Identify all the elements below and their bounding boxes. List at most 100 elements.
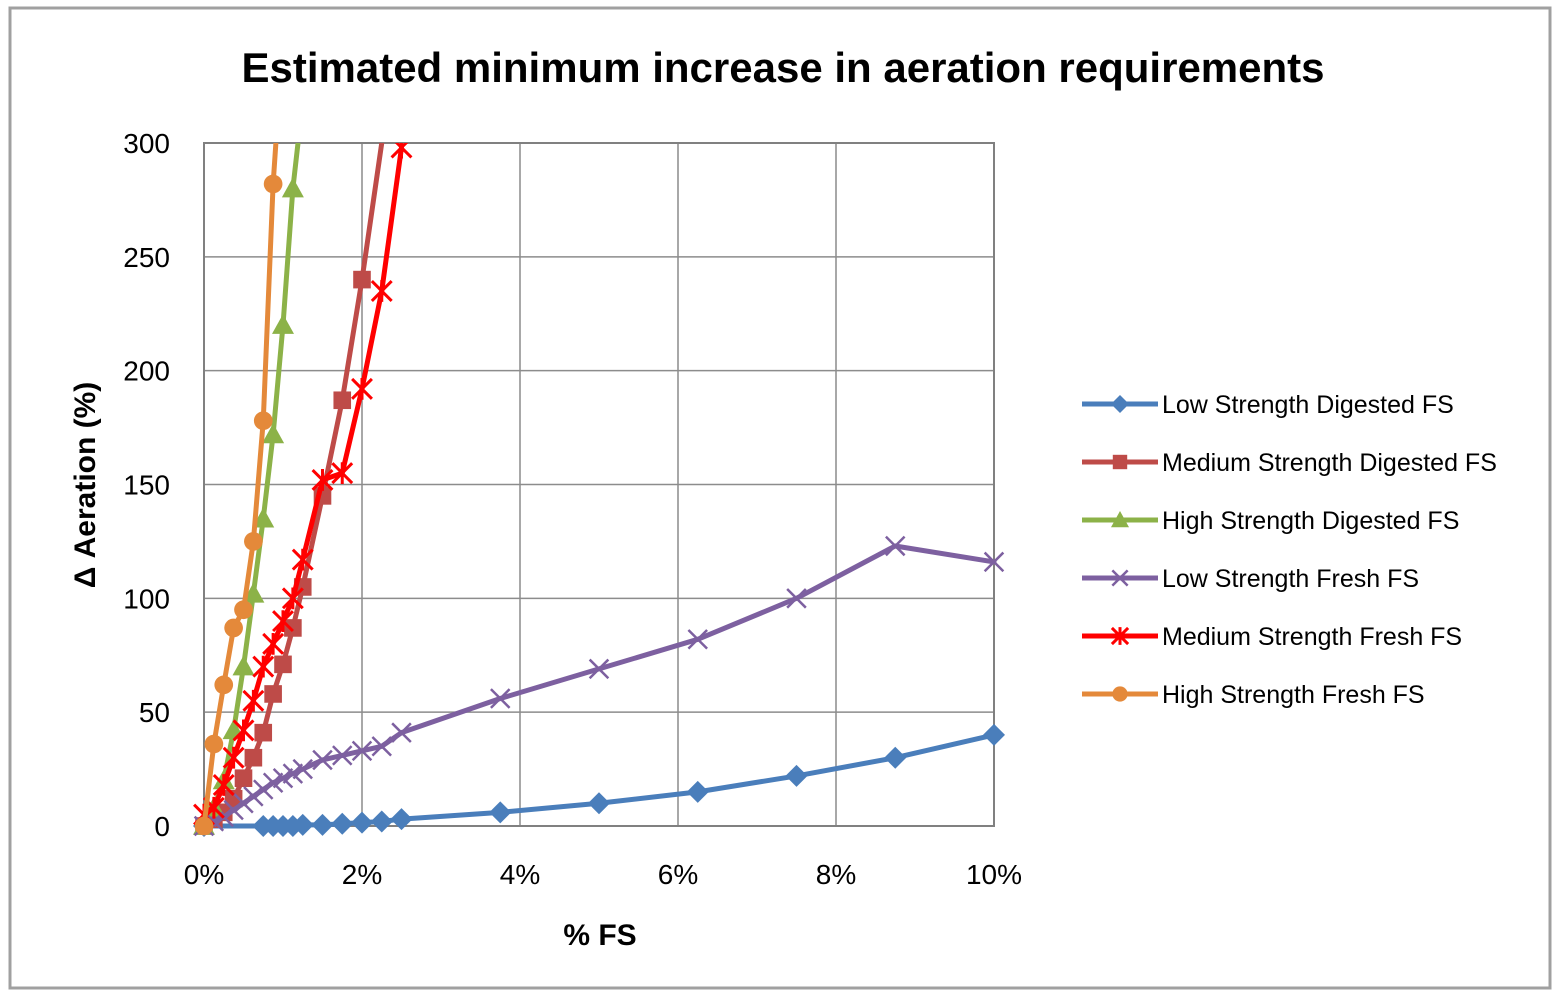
legend-label: High Strength Fresh FS (1162, 681, 1425, 709)
data-point (264, 685, 282, 703)
data-point (588, 658, 610, 680)
data-point (489, 801, 512, 824)
data-point (272, 314, 294, 334)
chart-border (8, 6, 1552, 990)
data-point (588, 792, 610, 815)
data-point (351, 811, 373, 834)
legend-label: Low Strength Fresh FS (1162, 565, 1419, 593)
data-point (274, 655, 292, 674)
data-point (222, 746, 245, 769)
legend-label: High Strength Digested FS (1162, 507, 1459, 535)
data-point (786, 588, 807, 609)
data-point (785, 764, 808, 787)
data-point (281, 587, 304, 610)
data-point (687, 629, 708, 650)
y-tick-label: 100 (123, 583, 170, 614)
data-point (223, 799, 244, 821)
data-point (224, 618, 243, 638)
x-tick-label: 4% (500, 859, 540, 890)
legend-label: Medium Strength Fresh FS (1162, 623, 1462, 651)
data-point (284, 619, 302, 637)
data-point (390, 143, 413, 159)
data-point (232, 655, 255, 676)
data-point (224, 789, 243, 808)
data-point (1112, 686, 1128, 702)
data-point (234, 769, 253, 787)
legend-item: High Strength Digested FS (1082, 507, 1459, 535)
data-point (233, 792, 254, 814)
data-point (884, 746, 907, 769)
data-point (291, 813, 314, 836)
legend-item: High Strength Fresh FS (1082, 681, 1425, 709)
series-layer (193, 143, 1005, 837)
data-point (204, 734, 224, 754)
data-point (262, 632, 285, 655)
legend-item: Low Strength Digested FS (1082, 391, 1454, 419)
data-point (291, 548, 314, 571)
data-point (272, 767, 294, 789)
data-point (311, 468, 334, 491)
data-point (490, 688, 511, 709)
data-point (253, 779, 274, 800)
y-tick-label: 50 (139, 697, 170, 728)
data-point (885, 535, 906, 557)
data-point (262, 423, 285, 444)
data-point (1111, 395, 1129, 413)
data-point (686, 780, 709, 803)
series-medium-strength-fresh-fs (193, 143, 413, 826)
data-point (242, 582, 265, 603)
chart-title: Estimated minimum increase in aeration r… (241, 44, 1324, 91)
data-point (390, 808, 413, 831)
data-point (983, 723, 1005, 746)
x-tick-label: 6% (658, 859, 698, 890)
data-point (331, 812, 354, 835)
series-line (201, 145, 404, 818)
data-point (331, 462, 354, 485)
x-tick-label: 10% (966, 859, 1022, 890)
plot-area-border (203, 142, 995, 827)
data-point (263, 174, 283, 194)
data-point (242, 689, 265, 712)
series-high-strength-fresh-fs (194, 143, 283, 836)
y-axis-tick-labels: 0 50 100 150 200 250 300 (123, 128, 170, 842)
data-point (353, 270, 371, 289)
data-point (262, 772, 284, 793)
y-tick-label: 0 (154, 811, 170, 842)
data-point (244, 532, 263, 551)
data-point (243, 786, 264, 807)
legend-label: Medium Strength Digested FS (1162, 449, 1497, 477)
y-tick-label: 200 (123, 356, 170, 387)
data-point (351, 377, 373, 400)
data-point (332, 745, 353, 766)
legend-item: Medium Strength Digested FS (1082, 449, 1497, 477)
data-point (371, 736, 392, 757)
data-point (282, 763, 304, 784)
x-tick-label: 0% (184, 859, 224, 890)
data-point (333, 391, 352, 410)
data-point (252, 507, 275, 528)
x-axis-title: % FS (563, 919, 636, 952)
data-point (370, 810, 393, 833)
data-point (194, 816, 214, 836)
data-point (1110, 626, 1130, 646)
y-tick-label: 150 (123, 470, 170, 501)
y-tick-label: 300 (123, 128, 170, 159)
data-point (253, 411, 273, 431)
data-point (391, 722, 412, 743)
data-point (311, 813, 334, 836)
x-tick-label: 8% (816, 859, 856, 890)
data-point (1111, 569, 1129, 587)
data-point (234, 600, 253, 620)
data-point (252, 655, 275, 678)
data-point (254, 723, 273, 742)
data-point (212, 774, 235, 796)
legend-label: Low Strength Digested FS (1162, 391, 1454, 419)
data-point (1111, 511, 1129, 528)
x-axis-tick-labels: 0% 2% 4% 6% 8% 10% (184, 859, 1022, 890)
data-point (292, 758, 313, 780)
x-tick-label: 2% (342, 859, 382, 890)
data-point (983, 551, 1005, 573)
data-point (244, 748, 263, 767)
series-low-strength-digested-fs (193, 723, 1005, 837)
